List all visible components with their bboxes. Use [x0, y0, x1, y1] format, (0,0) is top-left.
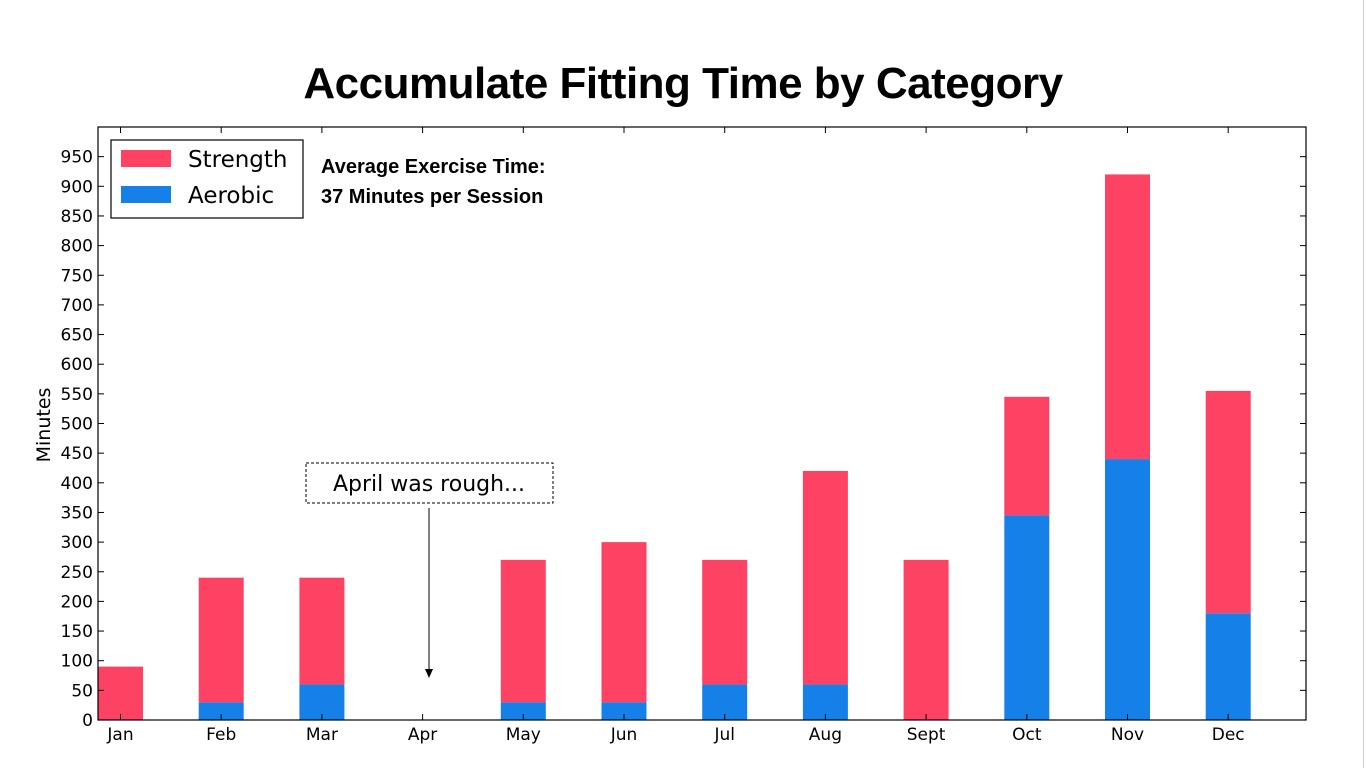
y-tick-label-800: 800	[61, 237, 93, 257]
y-tick-label-700: 700	[61, 296, 93, 316]
bar-strength-sept	[903, 559, 949, 720]
x-tick-label-aug: Aug	[809, 725, 842, 745]
bar-strength-jul	[702, 559, 748, 685]
y-tick-label-650: 650	[61, 326, 93, 346]
y-axis: 0 50 100 150 200 250 300 350 400 450 500 550 600 650 7…	[61, 148, 1306, 731]
y-tick-label-500: 500	[61, 415, 93, 435]
bar-strength-mar	[299, 577, 345, 685]
bar-strength-may	[500, 559, 546, 703]
y-tick-label-900: 900	[61, 177, 93, 197]
legend-label-aerobic: Aerobic	[188, 183, 274, 209]
bar-aerobic-jun	[601, 702, 647, 720]
average-note-line-2: 37 Minutes per Session	[321, 186, 543, 208]
legend-swatch-strength	[121, 150, 171, 167]
y-tick-label-950: 950	[61, 148, 93, 168]
x-axis: Jan Feb Mar Apr May Jun Jul Aug Sept Oct Nov Dec	[106, 127, 1245, 745]
y-axis-label: Minutes	[33, 388, 55, 463]
callout-text: April was rough...	[333, 472, 525, 497]
legend-label-strength: Strength	[188, 147, 288, 173]
x-tick-label-jun: Jun	[610, 725, 638, 745]
legend: Strength Aerobic	[110, 139, 304, 219]
y-tick-label-200: 200	[61, 592, 93, 612]
bar-strength-dec	[1205, 390, 1251, 614]
bar-strength-feb	[198, 577, 244, 703]
callout-box	[305, 462, 554, 504]
x-tick-label-apr: Apr	[408, 725, 437, 745]
right-edge-divider	[1363, 0, 1364, 768]
bar-strength-jan	[98, 666, 143, 720]
bar-aerobic-may	[500, 702, 546, 720]
y-tick-label-100: 100	[61, 652, 93, 672]
x-tick-label-mar: Mar	[306, 725, 338, 745]
bar-strength-aug	[802, 470, 848, 685]
y-tick-label-850: 850	[61, 207, 93, 227]
y-tick-label-550: 550	[61, 385, 93, 405]
bar-aerobic-nov	[1105, 459, 1150, 720]
x-tick-label-feb: Feb	[206, 725, 236, 745]
bar-aerobic-oct	[1004, 515, 1050, 720]
bar-strength-nov	[1105, 174, 1150, 460]
y-tick-label-750: 750	[61, 266, 93, 286]
bar-strength-jun	[601, 542, 647, 703]
legend-swatch-aerobic	[121, 186, 171, 203]
y-tick-label-400: 400	[61, 474, 93, 494]
y-tick-label-450: 450	[61, 444, 93, 464]
x-tick-label-nov: Nov	[1111, 725, 1144, 745]
april-callout: April was rough...	[305, 462, 554, 678]
callout-arrow-head	[425, 669, 433, 678]
y-tick-label-150: 150	[61, 622, 93, 642]
x-tick-label-jan: Jan	[106, 725, 133, 745]
y-tick-label-600: 600	[61, 355, 93, 375]
bar-aerobic-dec	[1205, 613, 1251, 720]
x-tick-label-sept: Sept	[907, 725, 946, 745]
bars-layer	[98, 174, 1251, 720]
y-tick-label-350: 350	[61, 503, 93, 523]
y-tick-label-50: 50	[71, 681, 93, 701]
average-note-line-1: Average Exercise Time:	[321, 156, 546, 178]
x-tick-label-may: May	[506, 725, 541, 745]
bar-aerobic-feb	[198, 702, 244, 720]
y-tick-label-0: 0	[82, 711, 93, 731]
x-tick-label-oct: Oct	[1012, 725, 1042, 745]
y-tick-label-250: 250	[61, 563, 93, 583]
x-tick-label-jul: Jul	[713, 725, 735, 745]
x-tick-label-dec: Dec	[1212, 725, 1245, 745]
y-tick-label-300: 300	[61, 533, 93, 553]
bar-strength-oct	[1004, 396, 1050, 516]
chart-title: Accumulate Fitting Time by Category	[303, 59, 1063, 108]
